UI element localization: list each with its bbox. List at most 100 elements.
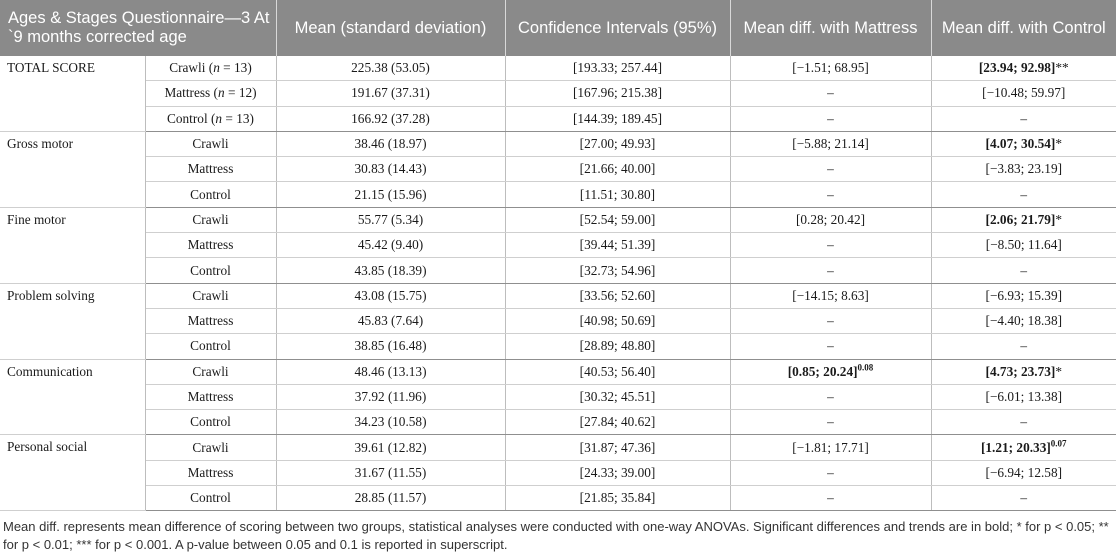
diff-value: [−1.51; 68.95] <box>792 60 869 76</box>
diff-value: – <box>827 110 834 126</box>
table-row: Mattress 37.92 (11.96) [30.32; 45.51] – [−6.… <box>0 384 1116 411</box>
mean-sd-cell: 21.15 (15.96) <box>276 181 506 208</box>
ci-cell: [193.33; 257.44] <box>505 56 731 82</box>
mean-diff-mattress-cell: – <box>730 333 932 360</box>
ci-cell: [21.66; 40.00] <box>505 156 731 183</box>
condition-cell: Mattress (n = 12) <box>145 80 277 107</box>
ci-cell: [33.56; 52.60] <box>505 282 731 309</box>
mean-diff-control-cell: [−6.01; 13.38] <box>931 384 1116 411</box>
condition-cell: Crawli (n = 13) <box>145 56 277 82</box>
mean-diff-control-cell: – <box>931 333 1116 360</box>
diff-value: – <box>1020 338 1028 354</box>
table-row: Fine motor Crawli 55.77 (5.34) [52.54; 59.0… <box>0 206 1116 284</box>
n-value: 13 <box>236 110 250 126</box>
mean-diff-mattress-cell: – <box>730 485 932 512</box>
table-row: Personal social Crawli 39.61 (12.82) [31.87… <box>0 434 1116 512</box>
ci-cell: [27.00; 49.93] <box>505 130 731 158</box>
mean-diff-control-cell: [−4.40; 18.38] <box>931 308 1116 335</box>
mean-sd-cell: 38.85 (16.48) <box>276 333 506 360</box>
ci-cell: [40.98; 50.69] <box>505 308 731 335</box>
condition-cell: Mattress <box>145 156 277 183</box>
ci-cell: [167.96; 215.38] <box>505 80 731 107</box>
mean-sd-cell: 37.92 (11.96) <box>276 384 506 411</box>
group-label: Communication <box>0 358 146 436</box>
table-row: Control (n = 13) 166.92 (37.28) [144.39; 1… <box>0 106 1116 132</box>
mean-diff-mattress-cell: – <box>730 409 932 436</box>
mean-diff-mattress-cell: [−5.88; 21.14] <box>730 130 932 158</box>
diff-value: [−5.88; 21.14] <box>792 136 869 152</box>
mean-diff-mattress-cell: [0.28; 20.42] <box>730 206 932 234</box>
mean-sd-cell: 166.92 (37.28) <box>276 106 506 132</box>
ci-cell: [39.44; 51.39] <box>505 232 731 259</box>
ci-cell: [24.33; 39.00] <box>505 460 731 487</box>
diff-value: – <box>827 414 834 430</box>
mean-sd-cell: 45.83 (7.64) <box>276 308 506 335</box>
table-row: TOTAL SCORE Crawli (n = 13) 225.38 (53.05)… <box>0 56 1116 132</box>
mean-diff-control-cell: [−10.48; 59.97] <box>931 80 1116 107</box>
mean-sd-cell: 38.46 (18.97) <box>276 130 506 158</box>
ci-cell: [28.89; 48.80] <box>505 333 731 360</box>
diff-value: – <box>1020 186 1028 202</box>
table-row: Mattress 30.83 (14.43) [21.66; 40.00] – [−3.… <box>0 156 1116 183</box>
significance-mark: * <box>1055 363 1062 379</box>
diff-value: – <box>827 186 834 202</box>
mean-diff-mattress-cell: – <box>730 308 932 335</box>
mean-sd-cell: 34.23 (10.58) <box>276 409 506 436</box>
table-row: Mattress 31.67 (11.55) [24.33; 39.00] – [−6.… <box>0 460 1116 487</box>
header-confidence-intervals: Confidence Intervals (95%) <box>505 0 731 56</box>
significance-mark: ** <box>1055 60 1069 76</box>
mean-sd-cell: 45.42 (9.40) <box>276 232 506 259</box>
condition-name: Crawli <box>192 439 229 455</box>
condition-cell: Crawli <box>145 282 277 309</box>
ci-cell: [11.51; 30.80] <box>505 181 731 208</box>
table-body: TOTAL SCORE Crawli (n = 13) 225.38 (53.05)… <box>0 56 1116 512</box>
header-mean-sd: Mean (standard deviation) <box>276 0 506 56</box>
diff-value: – <box>827 85 834 101</box>
mean-sd-cell: 191.67 (37.31) <box>276 80 506 107</box>
condition-name: Mattress <box>187 313 234 329</box>
table-row: Control 28.85 (11.57) [21.85; 35.84] – – <box>0 485 1116 512</box>
diff-value: – <box>827 389 834 404</box>
diff-value: – <box>1020 262 1028 278</box>
condition-cell: Crawli <box>145 206 277 234</box>
diff-value: [−6.94; 12.58] <box>985 464 1063 480</box>
significance-mark: * <box>1055 211 1062 227</box>
diff-value: [−3.83; 23.19] <box>985 161 1063 177</box>
table-row: Control 34.23 (10.58) [27.84; 40.62] – – <box>0 409 1116 436</box>
table-row: Control 38.85 (16.48) [28.89; 48.80] – – <box>0 333 1116 360</box>
diff-value: [−14.15; 8.63] <box>792 287 869 303</box>
condition-cell: Control <box>145 333 277 360</box>
condition-name: Mattress <box>187 237 234 253</box>
mean-diff-control-cell: [23.94; 92.98]** <box>931 56 1116 82</box>
diff-value: – <box>827 490 834 506</box>
table-row: Communication Crawli 48.46 (13.13) [40.53; … <box>0 358 1116 436</box>
condition-cell: Control <box>145 181 277 208</box>
diff-value: [4.07; 30.54] <box>985 136 1056 152</box>
condition-name: Control <box>190 262 231 278</box>
mean-diff-control-cell: [−6.94; 12.58] <box>931 460 1116 487</box>
mean-sd-cell: 43.85 (18.39) <box>276 257 506 284</box>
condition-cell: Control (n = 13) <box>145 106 277 132</box>
diff-value: [4.73; 23.73] <box>985 363 1056 379</box>
condition-cell: Mattress <box>145 460 277 487</box>
condition-name: Mattress <box>187 161 234 177</box>
ci-cell: [21.85; 35.84] <box>505 485 731 512</box>
mean-diff-mattress-cell: [−14.15; 8.63] <box>730 282 932 309</box>
mean-diff-mattress-cell: [−1.81; 17.71] <box>730 434 932 461</box>
mean-diff-control-cell: – <box>931 485 1116 512</box>
group-label: Personal social <box>0 434 146 512</box>
header-row: Ages & Stages Questionnaire—3 At `9 mont… <box>0 0 1116 56</box>
n-value: 13 <box>234 60 248 76</box>
condition-name: Crawli <box>169 60 206 76</box>
mean-diff-control-cell: [4.73; 23.73]* <box>931 358 1116 385</box>
significance-mark: * <box>1055 136 1062 152</box>
diff-value: [2.06; 21.79] <box>985 211 1056 227</box>
condition-name: Mattress <box>187 464 234 480</box>
diff-value: [−10.48; 59.97] <box>982 85 1066 101</box>
condition-cell: Crawli <box>145 130 277 158</box>
diff-value: [0.28; 20.42] <box>795 211 866 227</box>
group-label: Gross motor <box>0 130 146 208</box>
diff-value: – <box>827 464 834 480</box>
results-table: Ages & Stages Questionnaire—3 At `9 mont… <box>0 0 1116 512</box>
condition-name: Crawli <box>192 211 229 227</box>
